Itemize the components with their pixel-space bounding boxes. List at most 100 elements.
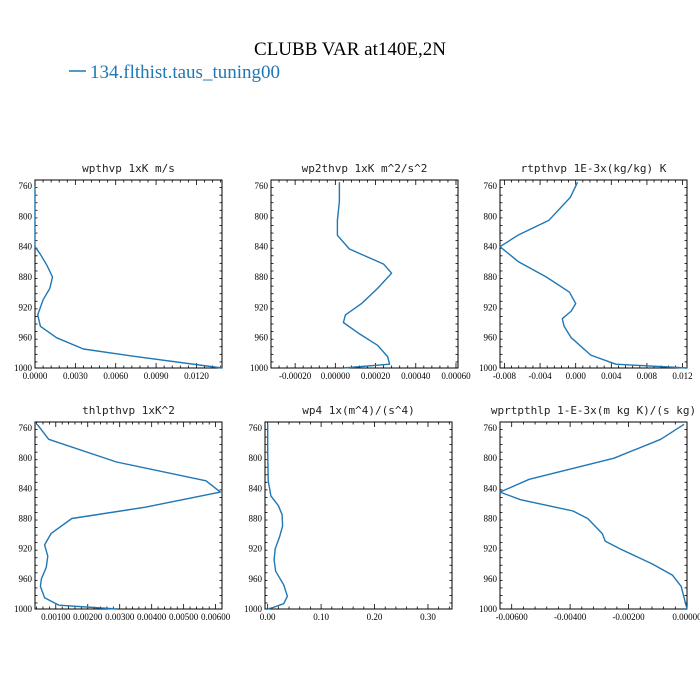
x-tick-label: -0.00600 [496,612,529,622]
x-tick-label: 0.00100 [41,612,71,622]
x-tick-label: 0.10 [313,612,329,622]
y-tick-label: 800 [255,211,269,221]
panel-title: wp4 1x(m^4)/(s^4) [302,404,415,417]
panels-grid: wpthvp 1xK m/s76080084088092096010000.00… [14,162,700,622]
y-tick-label: 760 [484,423,498,433]
y-tick-label: 760 [249,423,263,433]
x-tick-label: 0.012 [672,371,692,381]
series-line-1 [336,182,393,369]
x-tick-label: -0.004 [528,371,552,381]
panel-3: rtpthvp 1E-3x(kg/kg) K 760 800 840 880 920 960… [479,162,693,381]
x-tick-label: 0.0090 [144,371,169,381]
y-tick-label: 960 [19,333,33,343]
series-line-1 [499,181,688,369]
y-tick-label: 1000 [250,363,269,373]
legend-label: 134.flthist.taus_tuning00 [90,62,280,83]
panel-title: rtpthvp 1E-3x(kg/kg) K [521,162,667,175]
y-tick-label: 880 [19,272,33,282]
y-tick-label: 1000 [479,363,498,373]
figure-title: CLUBB VAR at140E,2N [254,39,446,60]
panel-2: wp2thvp 1xK m^2/s^2 760 800 840 880 920 960 100… [250,162,471,381]
y-tick-label: 920 [484,544,498,554]
panel-title: wp2thvp 1xK m^2/s^2 [302,162,428,175]
x-tick-label: 0.004 [601,371,622,381]
y-tick-label: 800 [249,453,263,463]
y-tick-label: 920 [19,302,33,312]
y-tick-label: 1000 [14,604,33,614]
x-tick-label: 0.0030 [63,371,88,381]
series-line-1 [34,186,223,369]
y-tick-label: 840 [19,242,33,252]
x-tick-label: 0.008 [637,371,658,381]
y-tick-label: 760 [255,181,269,191]
y-tick-label: 760 [484,181,498,191]
y-tick-label: 800 [484,453,498,463]
panel-4: thlpthvp 1xK^2 760 800 840 880 920 960 1000 0.00… [14,404,231,622]
x-tick-label: 0.00000 [321,371,351,381]
y-tick-label: 880 [19,514,33,524]
series-line-1 [36,423,222,610]
y-tick-label: 920 [19,544,33,554]
plot-frame [499,179,688,369]
y-tick-label: 800 [19,453,33,463]
y-tick-label: 840 [255,242,269,252]
y-tick-label: 960 [484,333,498,343]
y-tick-label: 1000 [14,363,33,373]
y-tick-label: 760 [19,423,33,433]
x-tick-label: 0.0000 [23,371,48,381]
x-tick-label: 0.00040 [401,371,431,381]
panel-title: wprtpthlp 1-E-3x(m kg K)/(s kg) [491,404,696,417]
x-tick-label: -0.00400 [554,612,587,622]
y-tick-label: 840 [484,242,498,252]
x-tick-label: 0.00000 [672,612,700,622]
y-tick-label: 960 [484,574,498,584]
plot-frame [34,179,223,369]
y-tick-label: 800 [19,211,33,221]
x-tick-label: -0.008 [493,371,517,381]
x-tick-label: -0.00020 [279,371,312,381]
panel-5: wp4 1x(m^4)/(s^4)76080084088092096010000… [244,404,453,622]
y-tick-label: 920 [249,544,263,554]
y-tick-label: 1000 [244,604,263,614]
x-tick-label: 0.00 [260,612,276,622]
y-tick-label: 1000 [479,604,498,614]
panel-1: wpthvp 1xK m/s76080084088092096010000.00… [14,162,223,381]
x-tick-label: 0.00300 [105,612,135,622]
y-tick-label: 840 [484,483,498,493]
plot-frame [34,421,223,610]
y-tick-label: 840 [19,483,33,493]
x-tick-label: 0.00060 [441,371,471,381]
y-tick-label: 960 [255,333,269,343]
y-tick-label: 800 [484,211,498,221]
x-tick-label: 0.0120 [184,371,209,381]
series-line-1 [267,424,289,610]
y-tick-label: 880 [249,514,263,524]
panel-title: thlpthvp 1xK^2 [82,404,175,417]
x-tick-label: 0.000 [566,371,587,381]
plot-frame [499,421,688,610]
x-tick-label: 0.00020 [361,371,391,381]
x-tick-label: 0.00400 [137,612,167,622]
x-tick-label: 0.00600 [201,612,231,622]
x-tick-label: 0.20 [367,612,383,622]
x-tick-label: 0.0060 [103,371,128,381]
panel-6: wprtpthlp 1-E-3x(m kg K)/(s kg) 760 800 840… [479,404,700,622]
y-tick-label: 920 [255,302,269,312]
y-tick-label: 920 [484,302,498,312]
x-tick-label: -0.00200 [612,612,645,622]
y-tick-label: 760 [19,181,33,191]
panel-title: wpthvp 1xK m/s [82,162,175,175]
x-tick-label: 0.00200 [73,612,103,622]
x-tick-label: 0.00500 [169,612,199,622]
y-tick-label: 880 [484,272,498,282]
plot-frame [270,179,459,369]
y-tick-label: 960 [19,574,33,584]
x-tick-label: 0.30 [420,612,436,622]
series-line-1 [499,423,688,610]
plot-frame [264,421,453,610]
y-tick-label: 960 [249,574,263,584]
y-tick-label: 840 [249,483,263,493]
y-tick-label: 880 [484,514,498,524]
y-tick-label: 880 [255,272,269,282]
